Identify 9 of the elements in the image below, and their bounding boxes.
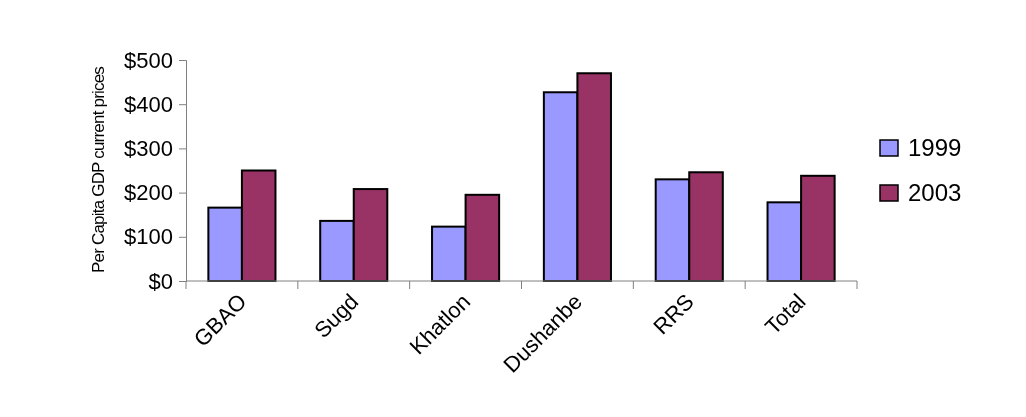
y-tick-label: $0 bbox=[148, 268, 173, 294]
y-tick-label: $500 bbox=[124, 47, 173, 73]
y-tick-label: $100 bbox=[124, 224, 173, 250]
y-tick-label: $200 bbox=[124, 180, 173, 206]
y-tick-label: $300 bbox=[124, 135, 173, 161]
legend-label: 2003 bbox=[908, 179, 962, 206]
y-axis-title: Per Capita GDP current prices bbox=[89, 66, 108, 274]
legend-label: 1999 bbox=[908, 134, 962, 161]
y-tick-label: $400 bbox=[124, 91, 173, 117]
